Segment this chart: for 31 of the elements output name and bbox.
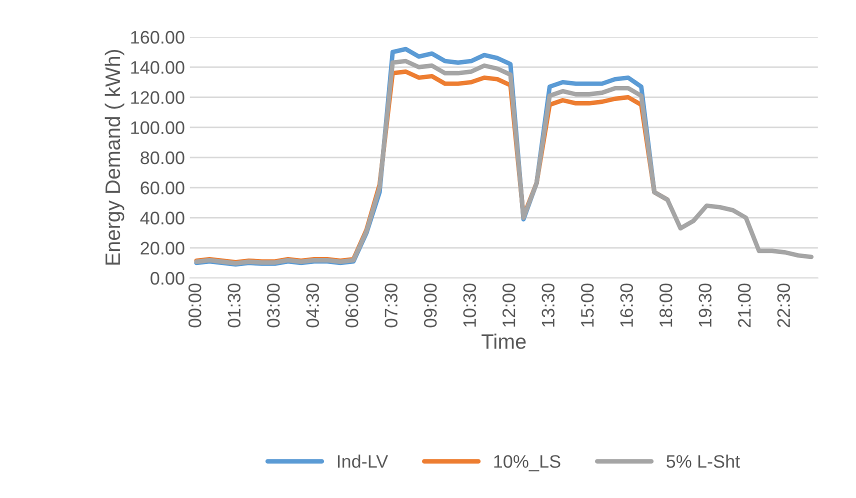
legend-label: 5% L-Sht — [666, 454, 740, 468]
x-tick-label: 10:30 — [463, 284, 476, 327]
y-tick-label: 100.00 — [131, 121, 184, 134]
y-tick-label: 80.00 — [140, 151, 184, 164]
legend-label: 10%_LS — [494, 455, 560, 472]
x-tick-label: 19:30 — [698, 284, 712, 327]
y-tick-label: 40.00 — [140, 212, 184, 224]
x-tick-label: 04:30 — [306, 284, 320, 328]
y-tick-label: 0.00 — [150, 272, 184, 285]
x-tick-label: 01:30 — [228, 284, 241, 328]
x-tick-label: 21:00 — [738, 284, 751, 328]
x-tick-label: 03:00 — [266, 284, 280, 328]
x-tick-label: 15:00 — [580, 284, 594, 327]
x-tick-label: 13:30 — [542, 284, 555, 327]
y-tick-label: 120.00 — [131, 91, 184, 104]
x-tick-label: 06:00 — [345, 284, 358, 328]
y-tick-label: 160.00 — [131, 30, 184, 44]
x-tick-label: 00:00 — [188, 284, 202, 328]
x-tick-label: 12:00 — [502, 284, 516, 327]
x-tick-label: 18:00 — [659, 284, 672, 327]
legend-label: Ind-LV — [338, 454, 388, 468]
x-axis-title: Time — [482, 334, 526, 349]
x-tick-label: 22:30 — [777, 284, 790, 328]
y-tick-label: 140.00 — [131, 61, 184, 74]
line-series — [194, 58, 814, 266]
x-tick-label: 09:00 — [424, 284, 437, 328]
x-tick-label: 07:30 — [384, 284, 398, 328]
x-tick-label: 16:30 — [620, 284, 634, 327]
y-axis-title: Energy Demand ( kWh) — [104, 50, 124, 265]
y-tick-label: 20.00 — [140, 242, 184, 255]
y-tick-label: 60.00 — [140, 182, 184, 194]
